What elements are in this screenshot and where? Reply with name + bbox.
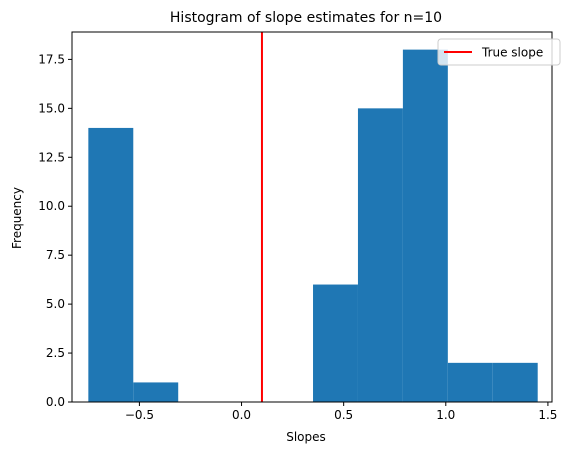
x-tick-label: 0.0 <box>232 408 251 422</box>
histogram-bar <box>447 362 493 402</box>
y-tick-label: 0.0 <box>46 395 65 409</box>
histogram-bar <box>133 382 179 402</box>
legend-label-true-slope: True slope <box>481 46 543 60</box>
x-tick-label: 0.5 <box>334 408 353 422</box>
x-tick-label: −0.5 <box>125 408 154 422</box>
x-tick-label: 1.5 <box>538 408 557 422</box>
histogram-bar <box>357 108 403 402</box>
plot-frame <box>71 31 553 403</box>
histogram-bar <box>88 127 134 402</box>
y-axis: 0.0 2.5 5.0 7.5 10.0 12.5 15.0 17.5 <box>38 52 72 409</box>
y-tick-label: 2.5 <box>46 346 65 360</box>
y-tick-label: 17.5 <box>38 52 65 66</box>
histogram-bar <box>492 362 538 402</box>
chart-title: Histogram of slope estimates for n=10 <box>170 10 442 26</box>
histogram-bar <box>402 49 448 402</box>
y-tick-label: 12.5 <box>38 150 65 164</box>
y-tick-label: 5.0 <box>46 297 65 311</box>
x-axis-label: Slopes <box>286 430 326 444</box>
y-axis-label: Frequency <box>10 187 24 249</box>
y-tick-label: 15.0 <box>38 101 65 115</box>
x-tick-label: 1.0 <box>436 408 455 422</box>
histogram-bar <box>313 284 358 402</box>
y-tick-label: 7.5 <box>46 248 65 262</box>
legend-box <box>437 38 561 66</box>
y-tick-label: 10.0 <box>38 199 65 213</box>
legend: True slope <box>437 38 561 66</box>
x-axis: −0.5 0.0 0.5 1.0 1.5 <box>125 402 557 422</box>
histogram-bars <box>88 49 538 402</box>
